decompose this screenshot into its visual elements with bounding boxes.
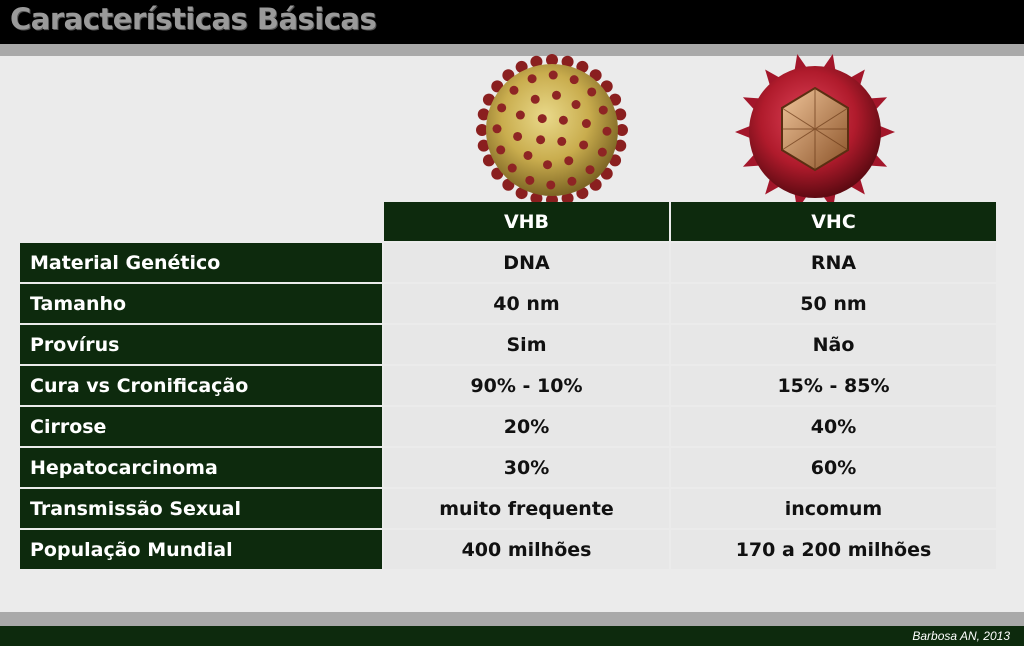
column-header-vhc: VHC [671,202,996,241]
cell-vhb: 30% [384,448,669,487]
title-bar: Características Básicas [0,0,1024,44]
table-row: Transmissão Sexual muito frequente incomum [20,489,996,528]
cell-vhb: DNA [384,243,669,282]
cell-vhb: 40 nm [384,284,669,323]
header-empty-cell [20,202,382,241]
cell-vhc: 15% - 85% [671,366,996,405]
cell-vhc: Não [671,325,996,364]
table-row: Tamanho 40 nm 50 nm [20,284,996,323]
table-row: Hepatocarcinoma 30% 60% [20,448,996,487]
hcv-virus-icon [735,54,895,210]
row-label: População Mundial [20,530,382,569]
row-label: Cura vs Cronificação [20,366,382,405]
column-header-vhb: VHB [384,202,669,241]
cell-vhb: muito frequente [384,489,669,528]
cell-vhc: incomum [671,489,996,528]
row-label: Provírus [20,325,382,364]
footer-divider [0,612,1024,626]
table-header-row: VHB VHC [20,202,996,241]
table-row: Cirrose 20% 40% [20,407,996,446]
row-label: Transmissão Sexual [20,489,382,528]
row-label: Cirrose [20,407,382,446]
cell-vhc: RNA [671,243,996,282]
footer-bar: Barbosa AN, 2013 [0,626,1024,646]
table-row: Material Genético DNA RNA [20,243,996,282]
cell-vhc: 50 nm [671,284,996,323]
cell-vhc: 40% [671,407,996,446]
table-row: Cura vs Cronificação 90% - 10% 15% - 85% [20,366,996,405]
cell-vhb: Sim [384,325,669,364]
row-label: Hepatocarcinoma [20,448,382,487]
row-label: Material Genético [20,243,382,282]
hbv-virus-icon [476,54,628,206]
hbv-surface-dots [492,70,612,190]
title-underline [0,44,1024,56]
footer-credit: Barbosa AN, 2013 [912,629,1010,643]
table-row: População Mundial 400 milhões 170 a 200 mi… [20,530,996,569]
cell-vhc: 170 a 200 milhões [671,530,996,569]
table-row: Provírus Sim Não [20,325,996,364]
slide-title: Características Básicas [10,2,377,36]
cell-vhb: 400 milhões [384,530,669,569]
row-label: Tamanho [20,284,382,323]
cell-vhb: 90% - 10% [384,366,669,405]
cell-vhb: 20% [384,407,669,446]
hbv-spikes [476,54,628,206]
cell-vhc: 60% [671,448,996,487]
comparison-table: VHB VHC Material Genético DNA RNA Tamanho 40… [18,200,998,571]
